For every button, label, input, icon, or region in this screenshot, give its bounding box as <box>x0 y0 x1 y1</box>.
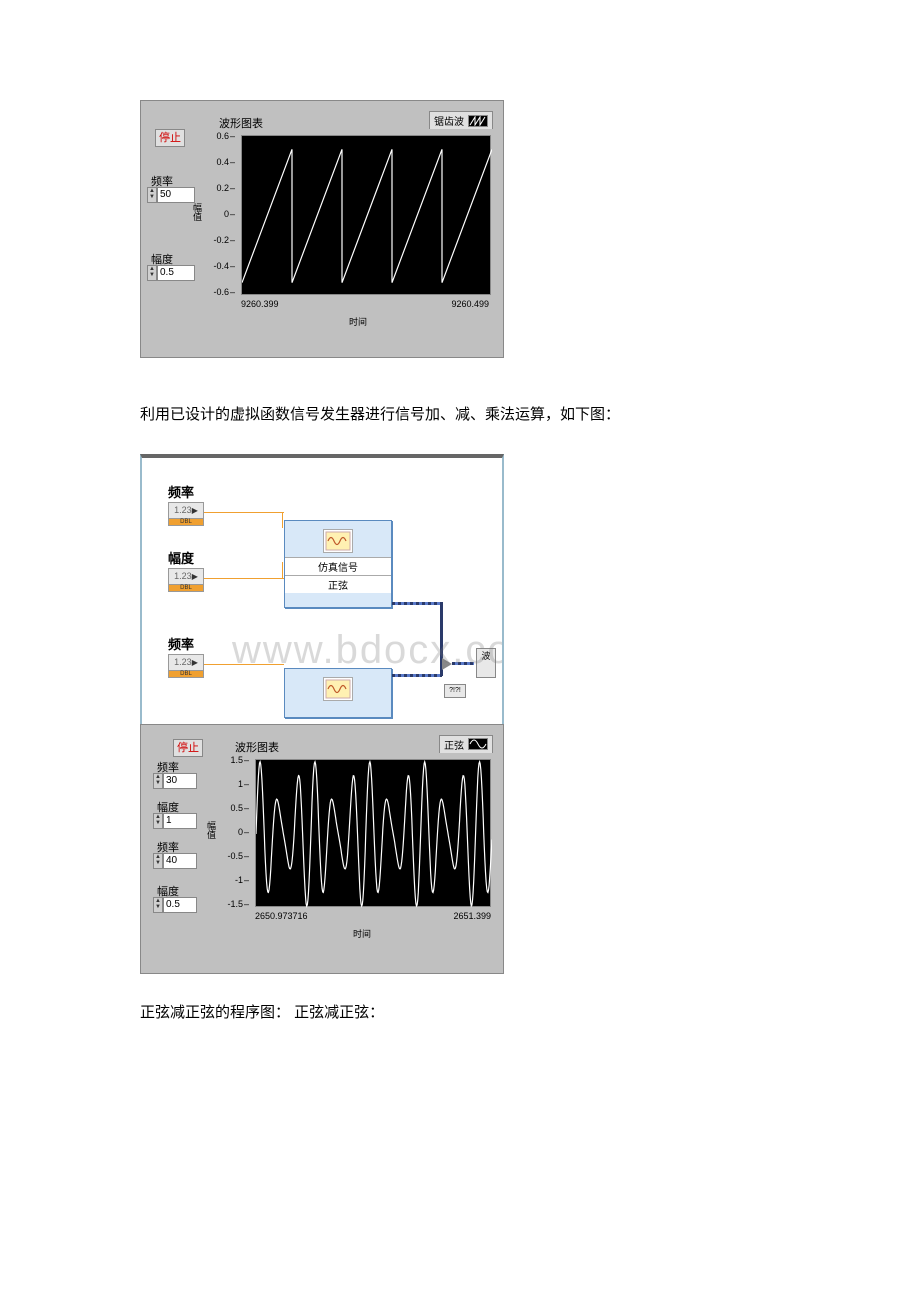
legend: 锯齿波 <box>429 111 493 130</box>
amp2-control[interactable]: ▲▼ 0.5 <box>153 897 197 913</box>
ytick: 1 <box>221 779 249 789</box>
ytick: -0.5 <box>221 851 249 861</box>
watermark-text: www.bdocx.com <box>232 628 504 673</box>
xtick-left: 9260.399 <box>241 299 279 309</box>
amp1-value[interactable]: 1 <box>163 813 197 829</box>
freq1-value[interactable]: 30 <box>163 773 197 789</box>
ytick: 0.4 <box>207 157 235 167</box>
bd-freq-control[interactable]: 1.23▶ DBL <box>168 502 204 526</box>
output-label: 波 <box>477 649 495 662</box>
spinner-arrows-icon[interactable]: ▲▼ <box>147 265 157 281</box>
sim-label-1: 仿真信号 <box>285 557 391 575</box>
xtick-right: 9260.499 <box>451 299 489 309</box>
wire <box>204 664 284 665</box>
sim-label-2: 正弦 <box>285 575 391 593</box>
xtick-right: 2651.399 <box>453 911 491 921</box>
output-wire <box>392 674 442 677</box>
wire <box>282 562 283 578</box>
format-terminal: ?!?! <box>444 684 466 698</box>
bd-amp-label: 幅度 <box>168 548 194 567</box>
simulate-signal-block[interactable]: 仿真信号 正弦 <box>284 520 392 608</box>
freq2-control[interactable]: ▲▼ 40 <box>153 853 197 869</box>
ytick: -1.5 <box>221 899 249 909</box>
sine-sum-waveform <box>256 760 492 908</box>
description-text: 利用已设计的虚拟函数信号发生器进行信号加、减、乘法运算，如下图： <box>140 401 780 430</box>
y-axis-label: 幅值 <box>205 821 218 839</box>
ytick: -1 <box>221 875 249 885</box>
legend-swatch-icon <box>468 115 488 127</box>
legend-label: 锯齿波 <box>434 113 464 128</box>
sine-sum-panel: 停止 波形图表 正弦 频率 ▲▼ 30 幅度 ▲▼ 1 频率 ▲▼ 40 幅度 … <box>140 724 504 974</box>
plot-area <box>255 759 491 907</box>
freq-control[interactable]: ▲▼ 50 <box>147 187 195 203</box>
y-axis-label: 幅值 <box>191 203 204 221</box>
amp-value[interactable]: 0.5 <box>157 265 195 281</box>
wire <box>282 512 283 528</box>
chart-wrap: 0.6 0.4 0.2 0 -0.2 -0.4 -0.6 幅值 9260.399… <box>209 129 497 339</box>
spinner-arrows-icon[interactable]: ▲▼ <box>153 853 163 869</box>
x-axis-label: 时间 <box>353 927 371 940</box>
freq-value[interactable]: 50 <box>157 187 195 203</box>
stop-button[interactable]: 停止 <box>155 129 185 147</box>
sawtooth-waveform <box>242 136 492 296</box>
simulate-signal-block-2[interactable] <box>284 668 392 718</box>
output-wire <box>452 662 474 665</box>
legend: 正弦 <box>439 735 493 754</box>
block-diagram-panel: 频率 1.23▶ DBL 幅度 1.23▶ DBL 频率 1.23▶ DBL 仿… <box>140 454 504 724</box>
spinner-arrows-icon[interactable]: ▲▼ <box>153 897 163 913</box>
ytick: -0.4 <box>207 261 235 271</box>
legend-label: 正弦 <box>444 737 464 752</box>
ytick: 0.6 <box>207 131 235 141</box>
x-axis-label: 时间 <box>349 315 367 328</box>
bd-freq-label: 频率 <box>168 482 194 501</box>
bd-amp-control[interactable]: 1.23▶ DBL <box>168 568 204 592</box>
sawtooth-panel: 停止 频率 ▲▼ 50 幅度 ▲▼ 0.5 波形图表 锯齿波 0.6 0.4 0… <box>140 100 504 358</box>
spinner-arrows-icon[interactable]: ▲▼ <box>147 187 157 203</box>
simulate-signal-icon <box>323 677 353 701</box>
ytick: 0.5 <box>221 803 249 813</box>
description-text-2: 正弦减正弦的程序图： 正弦减正弦： <box>140 999 780 1028</box>
output-terminal[interactable]: 波 <box>476 648 496 678</box>
amp-control[interactable]: ▲▼ 0.5 <box>147 265 195 281</box>
ytick: 0 <box>207 209 235 219</box>
ytick: 0.2 <box>207 183 235 193</box>
chart-wrap: 1.5 1 0.5 0 -0.5 -1 -1.5 幅值 2650.973716 … <box>223 753 497 963</box>
freq2-value[interactable]: 40 <box>163 853 197 869</box>
spinner-arrows-icon[interactable]: ▲▼ <box>153 813 163 829</box>
ytick: -0.6 <box>207 287 235 297</box>
wire <box>204 578 284 579</box>
amp1-control[interactable]: ▲▼ 1 <box>153 813 197 829</box>
simulate-signal-icon <box>323 529 353 553</box>
ytick: 1.5 <box>221 755 249 765</box>
spinner-arrows-icon[interactable]: ▲▼ <box>153 773 163 789</box>
wire <box>204 512 284 513</box>
bd-freq2-label: 频率 <box>168 634 194 653</box>
plot-area <box>241 135 491 295</box>
legend-swatch-icon <box>468 738 488 750</box>
xtick-left: 2650.973716 <box>255 911 308 921</box>
add-node-icon <box>442 658 452 670</box>
output-wire <box>392 602 442 605</box>
freq1-control[interactable]: ▲▼ 30 <box>153 773 197 789</box>
stop-button[interactable]: 停止 <box>173 739 203 757</box>
amp2-value[interactable]: 0.5 <box>163 897 197 913</box>
ytick: 0 <box>221 827 249 837</box>
ytick: -0.2 <box>207 235 235 245</box>
bd-freq2-control[interactable]: 1.23▶ DBL <box>168 654 204 678</box>
